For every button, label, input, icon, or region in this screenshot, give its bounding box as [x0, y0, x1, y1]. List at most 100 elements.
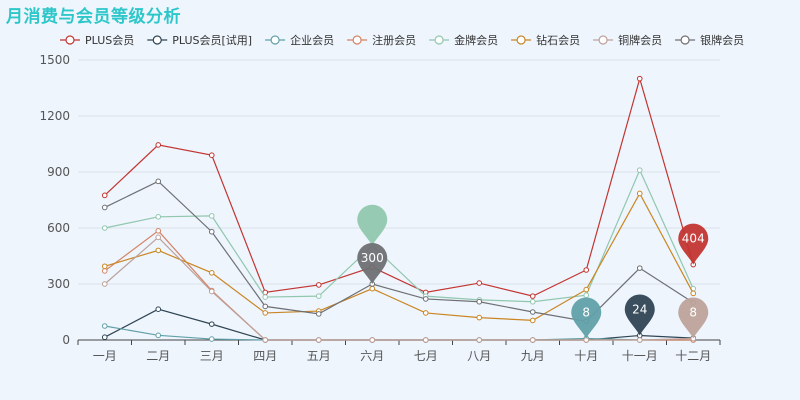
x-tick-label: 八月: [467, 349, 491, 363]
data-point[interactable]: [422, 337, 429, 343]
data-point[interactable]: [315, 337, 322, 343]
marker-pin[interactable]: 8: [571, 297, 602, 339]
legend-label: PLUS会员: [85, 34, 134, 47]
data-point[interactable]: [315, 293, 322, 299]
marker-shape: [571, 297, 602, 339]
data-point[interactable]: [583, 286, 590, 293]
data-point[interactable]: [636, 167, 643, 173]
marker-label: 8: [689, 306, 697, 320]
series-8: [101, 178, 697, 325]
legend-item[interactable]: PLUS会员[试用]: [147, 34, 252, 47]
data-point[interactable]: [155, 214, 162, 220]
data-point[interactable]: [101, 334, 108, 341]
data-point[interactable]: [101, 204, 108, 211]
data-point[interactable]: [529, 317, 536, 324]
data-point[interactable]: [583, 292, 590, 299]
marker-pin[interactable]: [357, 204, 388, 246]
data-point[interactable]: [636, 265, 643, 271]
legend-label: 铜牌会员: [618, 33, 662, 47]
data-point[interactable]: [155, 306, 162, 313]
x-tick-label: 一月: [93, 349, 117, 363]
legend-marker: [434, 35, 444, 45]
data-point[interactable]: [636, 75, 643, 82]
data-point[interactable]: [529, 337, 536, 343]
data-point[interactable]: [262, 310, 269, 316]
legend-item[interactable]: PLUS会员: [60, 34, 134, 47]
legend-marker: [152, 35, 162, 45]
data-point[interactable]: [422, 296, 429, 302]
data-point[interactable]: [369, 285, 376, 292]
data-point[interactable]: [101, 225, 108, 231]
legend-item[interactable]: 企业会员: [265, 33, 334, 47]
legend-label: 钻石会员: [536, 33, 580, 47]
series-6: [101, 190, 697, 324]
legend-label: 金牌会员: [454, 33, 498, 47]
data-point[interactable]: [636, 190, 643, 197]
legend-item[interactable]: 铜牌会员: [593, 33, 662, 47]
data-point[interactable]: [155, 332, 162, 339]
marker-shape: [357, 243, 388, 284]
data-point[interactable]: [262, 294, 269, 300]
data-point[interactable]: [208, 336, 215, 342]
data-point[interactable]: [476, 298, 483, 305]
x-tick-label: 六月: [360, 349, 384, 363]
data-point[interactable]: [315, 311, 322, 317]
legend-marker: [352, 35, 362, 45]
legend-item[interactable]: 金牌会员: [429, 33, 498, 47]
data-point[interactable]: [155, 247, 162, 254]
data-point[interactable]: [208, 270, 215, 276]
series-1: [101, 75, 697, 299]
data-point[interactable]: [208, 213, 215, 219]
data-point[interactable]: [476, 314, 483, 321]
data-point[interactable]: [155, 228, 162, 234]
data-point[interactable]: [369, 337, 376, 343]
data-point[interactable]: [155, 234, 162, 241]
data-point[interactable]: [422, 310, 429, 316]
data-point[interactable]: [476, 337, 483, 343]
marker-shape: [678, 223, 709, 265]
x-tick-label: 九月: [521, 349, 545, 363]
legend: PLUS会员 PLUS会员[试用] 企业会员 注册会员 金牌会员 钻石会员 铜牌会员 银牌会员: [60, 33, 744, 47]
data-point[interactable]: [208, 152, 215, 158]
legend-marker: [65, 35, 75, 45]
y-tick-label: 900: [47, 165, 70, 179]
data-point[interactable]: [208, 321, 215, 327]
data-point[interactable]: [101, 268, 108, 274]
data-point[interactable]: [529, 309, 536, 315]
x-tick-label: 十一月: [622, 349, 658, 363]
data-point[interactable]: [208, 288, 215, 295]
data-point[interactable]: [315, 282, 322, 288]
y-tick-label: 1200: [39, 109, 70, 123]
marker-pin[interactable]: 8: [678, 297, 709, 339]
marker-pin[interactable]: 300: [357, 243, 388, 284]
x-tick-label: 十二月: [675, 349, 711, 363]
data-point[interactable]: [636, 337, 643, 343]
legend-item[interactable]: 注册会员: [347, 33, 416, 47]
legend-marker: [598, 35, 608, 45]
legend-item[interactable]: 银牌会员: [675, 33, 744, 47]
data-point[interactable]: [101, 323, 108, 329]
data-point[interactable]: [583, 267, 590, 273]
x-tick-label: 十月: [574, 349, 598, 363]
data-point[interactable]: [529, 293, 536, 299]
data-point[interactable]: [262, 337, 269, 343]
legend-item[interactable]: 钻石会员: [511, 33, 580, 47]
data-point[interactable]: [155, 142, 162, 148]
data-point[interactable]: [262, 303, 269, 310]
marker-pin[interactable]: 24: [624, 294, 655, 336]
data-point[interactable]: [101, 192, 108, 199]
data-point[interactable]: [101, 263, 108, 270]
series-4: [101, 228, 697, 343]
data-point[interactable]: [101, 281, 108, 287]
series-line: [104, 308, 694, 341]
marker-pin[interactable]: 404: [678, 223, 709, 265]
data-point[interactable]: [690, 290, 697, 297]
data-point[interactable]: [529, 298, 536, 305]
data-point[interactable]: [155, 178, 162, 185]
data-point[interactable]: [208, 228, 215, 235]
data-point[interactable]: [476, 280, 483, 286]
series-7: [101, 234, 697, 343]
x-tick-label: 三月: [200, 349, 224, 363]
